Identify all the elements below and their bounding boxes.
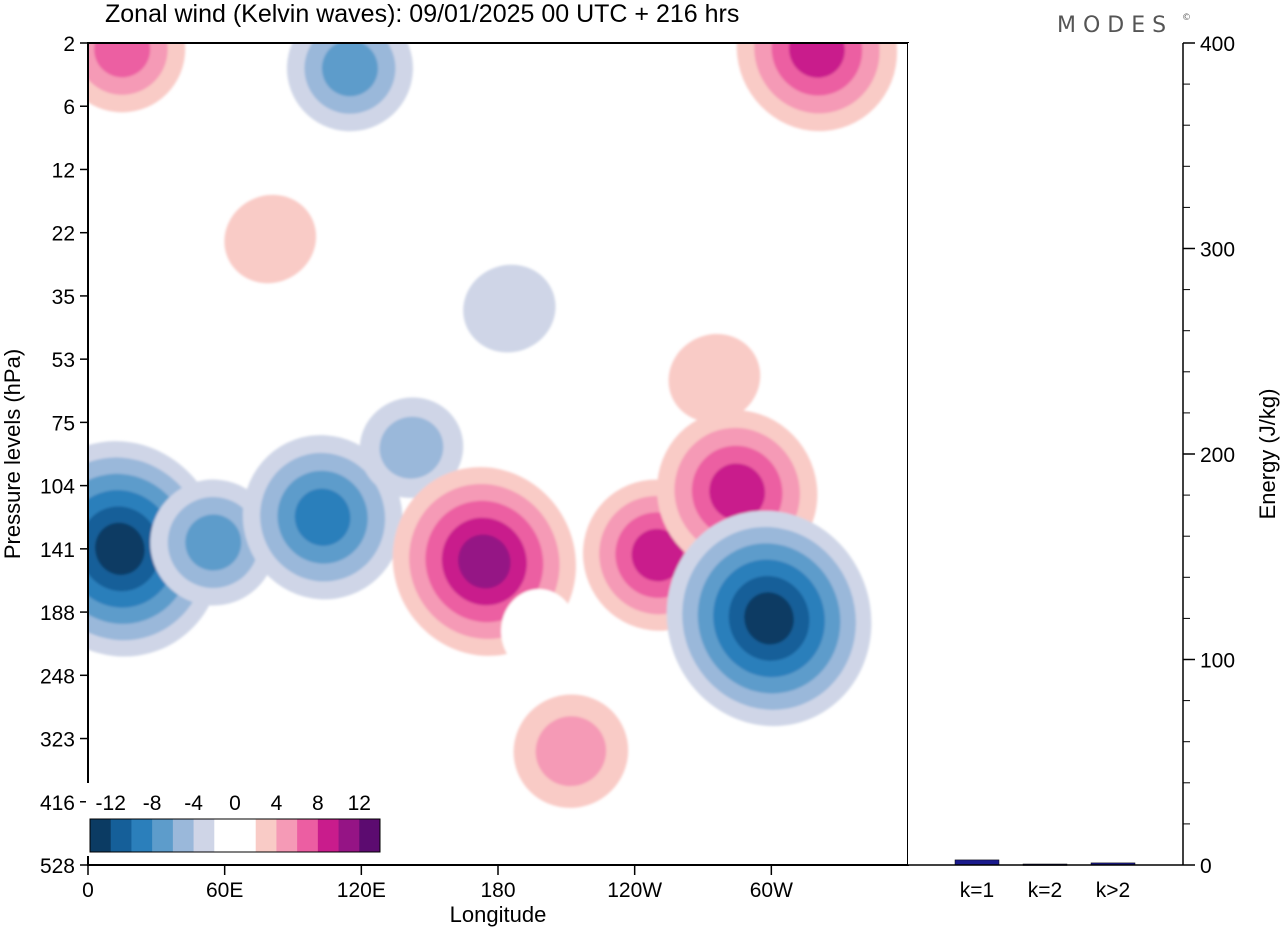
y-tick-label: 141 [40, 539, 75, 562]
colorbar-swatch [235, 819, 257, 852]
colorbar-swatch [131, 819, 153, 852]
colorbar-swatch [193, 819, 215, 852]
colorbar-label: 12 [348, 792, 371, 815]
x-tick-label: 180 [480, 879, 515, 902]
colorbar-frame [89, 818, 381, 853]
logo-text: MODES [1057, 13, 1173, 38]
wind-feature [286, 43, 413, 132]
y-tick-label: 416 [40, 792, 75, 815]
x-tick-label: 60E [206, 879, 243, 902]
x-tick-label: 120W [607, 879, 662, 902]
wind-contour [535, 716, 607, 787]
wind-feature [359, 397, 464, 498]
y-tick-label: 12 [52, 159, 75, 182]
energy-category-label: k=1 [960, 879, 994, 902]
wind-feature [88, 43, 186, 113]
wind-contour [463, 264, 556, 353]
y-axis: 2 6 12 22 35 53 75 104 141 188 248 323 416 528 [40, 33, 88, 878]
energy-axis: 0 100 200 300 400 [1183, 33, 1235, 878]
x-axis: 0 60E 120E 180 120W 60W [82, 865, 793, 902]
y-tick-label: 2 [63, 33, 75, 56]
colorbar-swatch [317, 819, 339, 852]
wind-contour [744, 592, 794, 645]
wind-feature [242, 435, 403, 600]
energy-tick-label: 300 [1200, 239, 1235, 262]
wind-field [88, 43, 898, 808]
colorbar-swatch [214, 819, 236, 852]
energy-category-label: k>2 [1096, 879, 1130, 902]
energy-tick-label: 100 [1200, 650, 1235, 673]
x-tick-label: 0 [82, 879, 94, 902]
colorbar: -12 -8 -4 0 4 8 12 [86, 783, 384, 856]
wind-feature [668, 333, 761, 423]
y-tick-label: 528 [40, 855, 75, 878]
y-tick-label: 248 [40, 665, 75, 688]
colorbar-label: -4 [184, 792, 203, 815]
energy-categories: k=1 k=2 k>2 [960, 879, 1130, 902]
x-axis-label: Longitude [450, 902, 547, 927]
logo-mark: © [1182, 13, 1191, 23]
colorbar-swatch [359, 819, 381, 852]
y-tick-label: 188 [40, 602, 75, 625]
wind-contour [224, 194, 317, 284]
y-tick-label: 104 [40, 476, 75, 499]
colorbar-swatch [90, 819, 112, 852]
wind-feature [463, 264, 556, 353]
energy-tick-label: 400 [1200, 33, 1235, 56]
chart-title: Zonal wind (Kelvin waves): 09/01/2025 00… [105, 0, 739, 28]
wind-contour [94, 43, 151, 78]
wind-contour [379, 416, 444, 479]
wind-feature [501, 589, 577, 674]
wind-contour [631, 528, 684, 582]
colorbar-swatch [172, 819, 194, 852]
colorbar-label: -12 [96, 792, 126, 815]
wind-contour [185, 514, 242, 571]
colorbar-label: -8 [143, 792, 162, 815]
wind-feature [736, 43, 898, 132]
wind-contour [709, 463, 766, 521]
modes-logo: MODES © [1057, 13, 1191, 38]
wind-contour [294, 488, 351, 546]
wind-contour [458, 534, 511, 589]
calm-region [501, 589, 577, 674]
colorbar-swatch [152, 819, 174, 852]
x-tick-label: 120E [337, 879, 386, 902]
energy-tick-label: 200 [1200, 444, 1235, 467]
wind-feature [224, 194, 317, 284]
y-tick-label: 6 [63, 96, 75, 119]
y-tick-label: 22 [52, 223, 75, 246]
y-axis-label: Pressure levels (hPa) [0, 349, 25, 559]
energy-category-label: k=2 [1028, 879, 1062, 902]
y-tick-label: 35 [52, 286, 75, 309]
wind-contour [95, 522, 145, 575]
colorbar-swatch [276, 819, 298, 852]
wind-feature [88, 441, 223, 657]
energy-tick-label: 0 [1200, 855, 1212, 878]
energy-panel [908, 43, 1183, 865]
wind-contour [321, 43, 378, 97]
colorbar-swatch [110, 819, 132, 852]
colorbar-swatch [338, 819, 360, 852]
wind-feature [666, 510, 872, 727]
wind-contour [668, 333, 761, 423]
y-tick-label: 323 [40, 729, 75, 752]
colorbar-swatch [297, 819, 319, 852]
colorbar-label: 0 [229, 792, 241, 815]
energy-bar [954, 859, 1000, 866]
wind-contour [788, 43, 845, 78]
energy-axis-label: Energy (J/kg) [1255, 389, 1280, 520]
colorbar-label: 8 [312, 792, 324, 815]
colorbar-label: 4 [271, 792, 283, 815]
colorbar-swatch [255, 819, 277, 852]
wind-feature [513, 694, 629, 808]
y-tick-label: 75 [52, 412, 75, 435]
y-tick-label: 53 [52, 349, 75, 372]
x-tick-label: 60W [750, 879, 793, 902]
